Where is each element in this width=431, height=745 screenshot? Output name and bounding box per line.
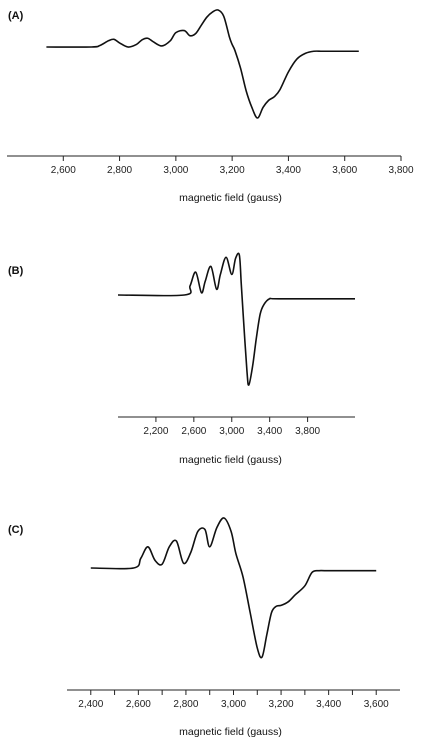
x-tick-label: 3,800 bbox=[295, 426, 320, 437]
spectrum-line bbox=[46, 9, 359, 119]
x-tick-label: 3,600 bbox=[364, 699, 389, 710]
x-tick-label: 3,400 bbox=[257, 426, 282, 437]
x-tick-label: 3,000 bbox=[163, 165, 188, 176]
panel-c-label: (C) bbox=[8, 524, 24, 536]
chart-panel-a: (A) 2,600 2,800 3,000 3,200 3,400 3,600 3,800 … bbox=[0, 0, 431, 230]
x-tick-label: 2,400 bbox=[78, 699, 103, 710]
chart-c-xlabel: magnetic field (gauss) bbox=[179, 726, 282, 738]
x-tick-label: 3,200 bbox=[220, 165, 245, 176]
chart-a-svg: 2,600 2,800 3,000 3,200 3,400 3,600 3,800 bbox=[7, 9, 414, 176]
x-tick-label: 3,000 bbox=[219, 426, 244, 437]
x-tick-label: 3,400 bbox=[316, 699, 341, 710]
x-tick-label: 3,000 bbox=[221, 699, 246, 710]
x-tick-label: 3,200 bbox=[269, 699, 294, 710]
spectrum-line bbox=[117, 252, 355, 386]
x-tick-label: 2,200 bbox=[143, 426, 168, 437]
spectrum-line bbox=[90, 517, 377, 659]
panel-b-label: (B) bbox=[8, 265, 24, 277]
x-tick-label: 2,800 bbox=[107, 165, 132, 176]
x-tick-label: 2,600 bbox=[126, 699, 151, 710]
panel-a-label: (A) bbox=[8, 10, 24, 22]
chart-panel-b: (B) 2,200 2,600 3,000 3,400 3,800 magnetic f… bbox=[0, 250, 431, 480]
x-tick-label: 3,400 bbox=[276, 165, 301, 176]
x-tick-label: 3,800 bbox=[388, 165, 413, 176]
chart-b-xlabel: magnetic field (gauss) bbox=[179, 454, 282, 466]
x-tick-label: 2,600 bbox=[181, 426, 206, 437]
x-tick-label: 2,600 bbox=[51, 165, 76, 176]
chart-panel-c: (C) 2,400 2,600 2,800 3,000 3,200 3,400 3,600 … bbox=[0, 510, 431, 745]
chart-c-svg: 2,400 2,600 2,800 3,000 3,200 3,400 3,600 bbox=[67, 517, 400, 710]
x-tick-label: 3,600 bbox=[332, 165, 357, 176]
chart-a-xlabel: magnetic field (gauss) bbox=[179, 192, 282, 204]
chart-b-svg: 2,200 2,600 3,000 3,400 3,800 bbox=[117, 252, 355, 437]
x-tick-label: 2,800 bbox=[173, 699, 198, 710]
